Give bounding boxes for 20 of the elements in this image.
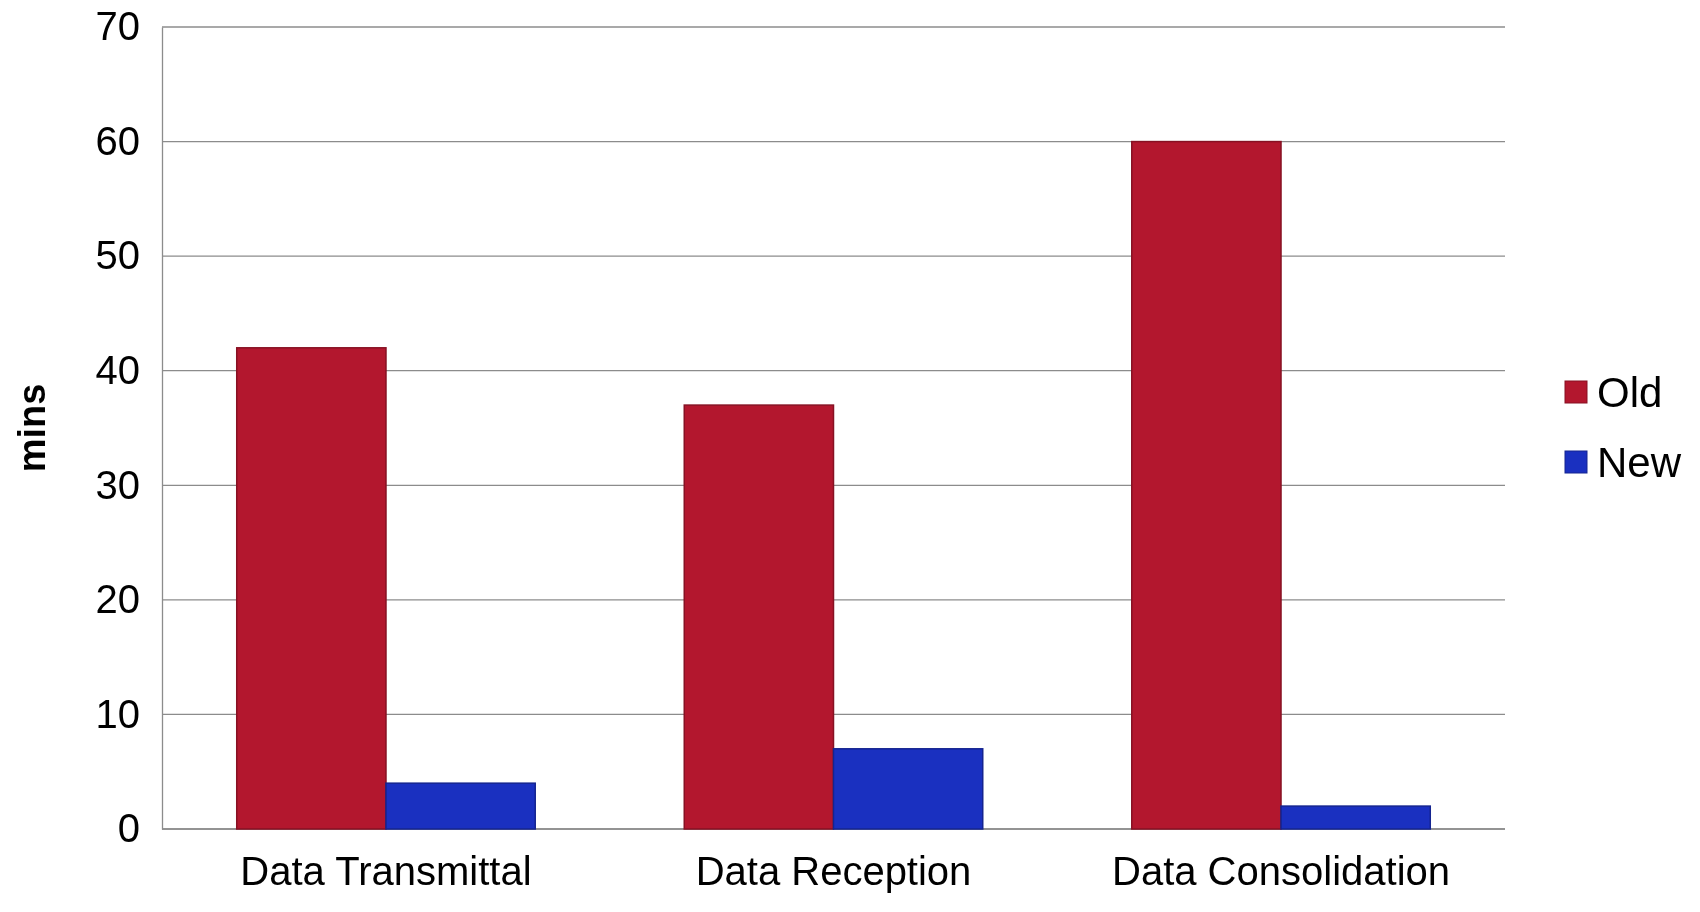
x-tick-label: Data Reception <box>695 849 972 894</box>
bar <box>235 347 387 830</box>
y-tick-label: 70 <box>95 4 140 49</box>
y-tick-label: 10 <box>95 691 140 736</box>
y-tick-label: 50 <box>95 233 140 278</box>
y-axis-title: mins <box>11 383 53 473</box>
bar <box>385 782 536 830</box>
x-tick-label: Data Transmittal <box>240 849 532 894</box>
x-tick-label: Data Consolidation <box>1112 849 1451 894</box>
bar <box>1280 805 1432 830</box>
y-tick-label: 60 <box>95 118 140 163</box>
y-tick-label: 40 <box>95 348 140 393</box>
y-tick-label: 30 <box>95 462 140 507</box>
legend-label: Old <box>1597 369 1663 416</box>
y-tick-label: 20 <box>95 577 140 622</box>
legend-label: New <box>1597 439 1682 486</box>
bar <box>832 748 984 830</box>
bar <box>683 404 835 830</box>
bar <box>1131 140 1282 830</box>
y-tick-label: 0 <box>117 806 140 851</box>
